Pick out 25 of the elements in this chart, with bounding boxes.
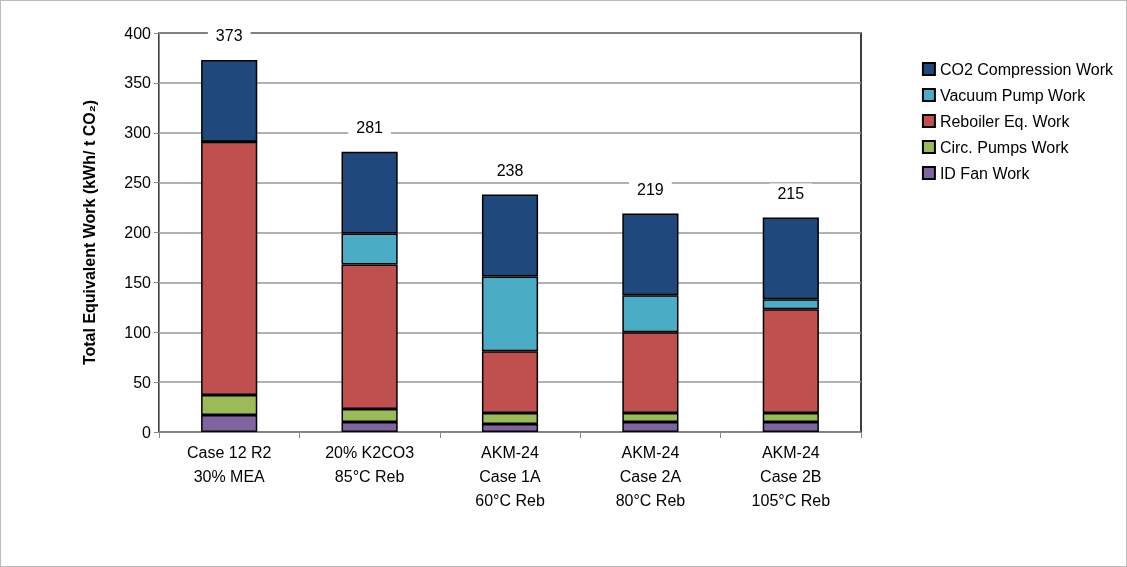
total-label: 215 [777, 185, 805, 203]
legend-label: Circ. Pumps Work [939, 138, 1070, 156]
y-tick-label: 350 [124, 74, 152, 92]
x-tick-label: AKM-24 Case 2B 105°C Reb [751, 443, 831, 509]
x-tick-label: 20% K2CO3 85°C Reb [325, 443, 415, 485]
x-tick-label: AKM-24 Case 1A 60°C Reb [475, 443, 545, 509]
y-tick-label: 150 [124, 273, 152, 291]
total-label: 219 [637, 181, 664, 199]
x-tick-label: Case 12 R2 30% MEA [186, 443, 272, 485]
legend-label: Reboiler Eq. Work [939, 112, 1071, 130]
total-label: 373 [215, 27, 243, 45]
total-label: 238 [496, 162, 524, 180]
y-tick-label: 0 [142, 423, 152, 441]
total-label: 281 [356, 119, 384, 137]
legend-label: Vacuum Pump Work [939, 86, 1087, 104]
y-tick-label: 250 [124, 174, 152, 192]
y-tick-label: 400 [124, 24, 152, 42]
y-tick-label: 200 [124, 224, 152, 241]
x-tick-label: AKM-24 Case 2A 80°C Reb [615, 443, 686, 509]
legend-label: ID Fan Work [939, 164, 1031, 182]
legend-label: CO2 Compression Work [939, 60, 1114, 78]
y-tick-label: 50 [133, 373, 152, 391]
y-axis-title: Total Equivalent Work (kWh/ t CO₂) [80, 99, 98, 366]
y-tick-label: 300 [124, 124, 152, 142]
y-tick-label: 100 [124, 323, 152, 341]
